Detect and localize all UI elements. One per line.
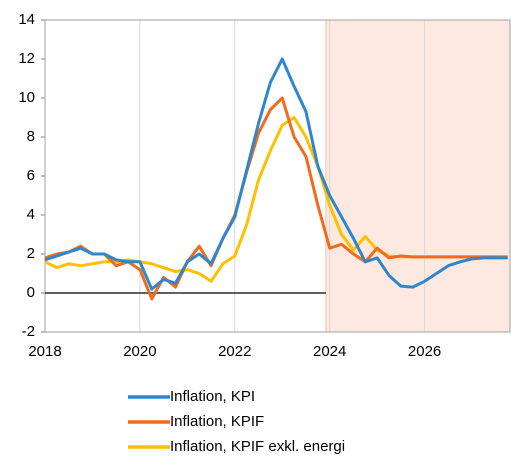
y-tick-label: 14 <box>18 11 35 28</box>
y-tick-label: 2 <box>27 245 35 262</box>
x-tick-label: 2024 <box>313 343 346 360</box>
plot-frame <box>44 19 511 333</box>
y-tick-label: 10 <box>18 89 35 106</box>
x-tick-label: 2022 <box>218 343 251 360</box>
x-tick-label: 2020 <box>123 343 156 360</box>
x-tick-label: 2026 <box>408 343 441 360</box>
y-tick-label: 6 <box>27 167 35 184</box>
y-tick-label: -2 <box>22 323 35 340</box>
y-tick-label: 8 <box>27 128 35 145</box>
series-line <box>44 96 508 301</box>
y-tick-label: 4 <box>27 206 35 223</box>
series-line <box>44 57 508 291</box>
legend-label: Inflation, KPIF <box>170 413 264 430</box>
y-tick-label: 0 <box>27 284 35 301</box>
x-tick-label: 2018 <box>28 343 61 360</box>
forecast-shade <box>325 20 510 332</box>
y-tick-label: 12 <box>18 50 35 67</box>
legend-label: Inflation, KPIF exkl. energi <box>170 438 345 455</box>
legend-label: Inflation, KPI <box>170 388 255 405</box>
